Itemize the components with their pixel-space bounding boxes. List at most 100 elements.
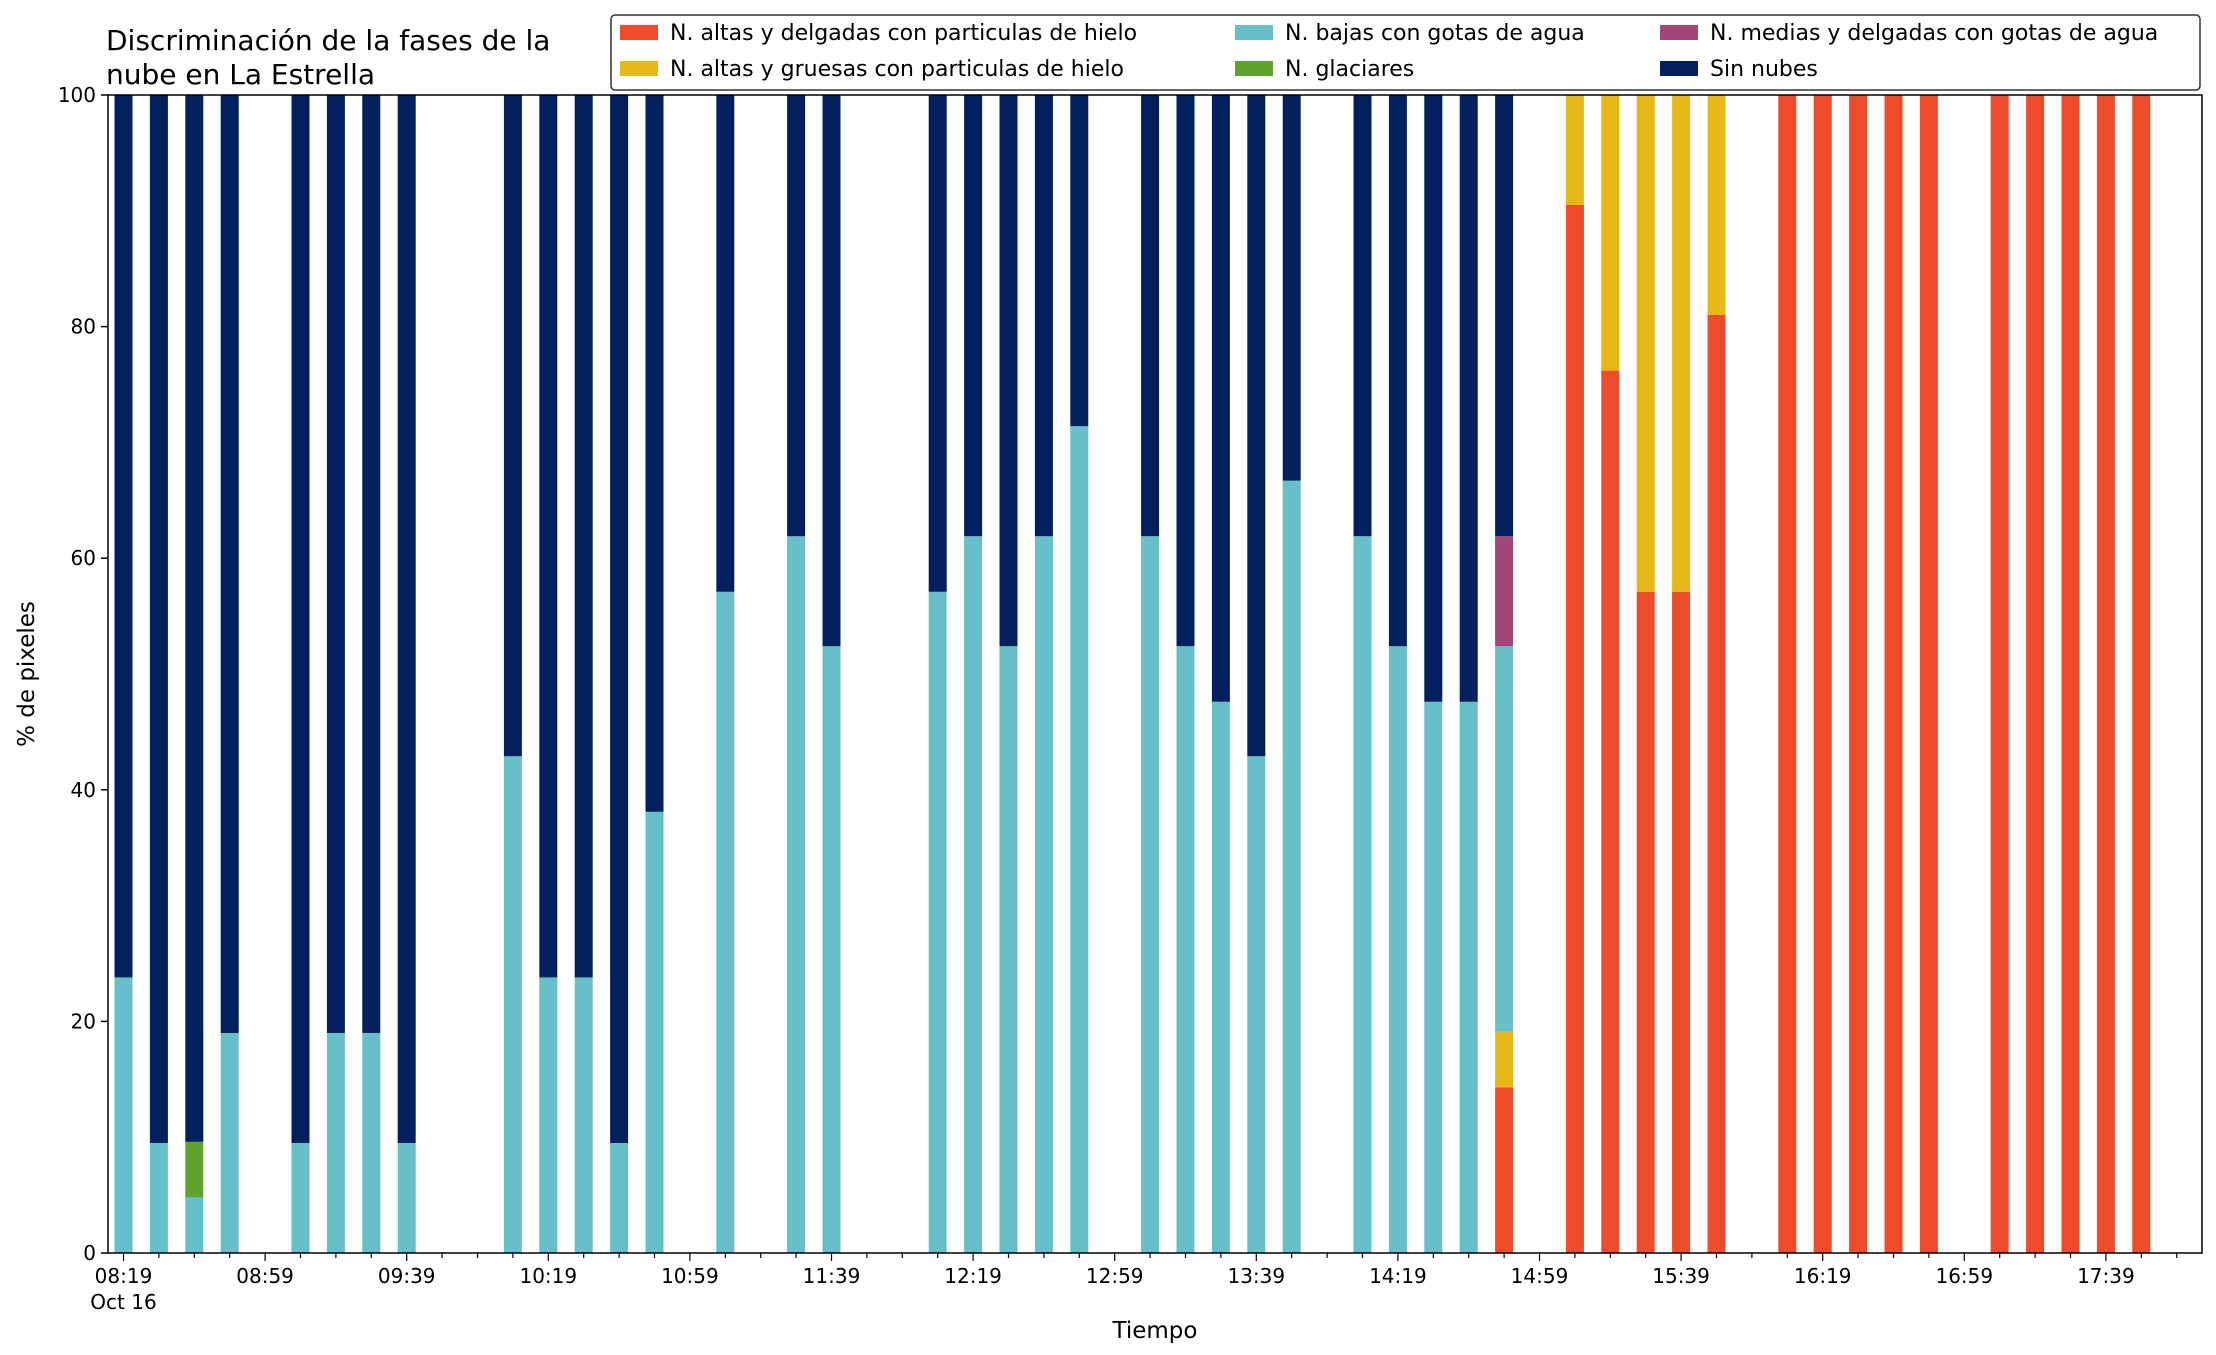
bar-21-segment-5 — [1141, 95, 1160, 537]
bar-7-segment-2 — [397, 1142, 416, 1253]
bar-4-segment-5 — [291, 95, 310, 1143]
bar-23-segment-2 — [1211, 701, 1230, 1253]
bar-7-segment-5 — [397, 95, 416, 1143]
y-axis-label: % de pixeles — [14, 601, 40, 747]
bar-18-segment-2 — [999, 646, 1018, 1253]
bar-28-segment-5 — [1424, 95, 1443, 702]
bar-32-segment-0 — [1601, 370, 1620, 1254]
bar-16-segment-2 — [928, 591, 947, 1253]
bar-34-segment-0 — [1672, 591, 1691, 1253]
bar-44-segment-0 — [2096, 95, 2115, 1253]
chart-title-line-2: nube en La Estrella — [106, 58, 375, 91]
legend-label-2: N. bajas con gotas de agua — [1285, 21, 1585, 46]
bar-17-segment-2 — [964, 536, 983, 1253]
bar-2-segment-5 — [185, 95, 204, 1142]
x-tick-label-9: 14:19 — [1369, 1264, 1427, 1288]
bar-18-segment-5 — [999, 95, 1018, 647]
bar-14-segment-5 — [787, 95, 806, 537]
legend: N. altas y delgadas con particulas de hi… — [610, 14, 2201, 91]
bar-9-segment-5 — [539, 95, 558, 978]
bar-22-segment-2 — [1176, 646, 1195, 1253]
legend-box — [610, 14, 2201, 91]
bar-19-segment-5 — [1034, 95, 1053, 537]
bar-33-segment-1 — [1636, 95, 1655, 592]
bar-30-segment-2 — [1495, 646, 1514, 1032]
bar-23-segment-5 — [1211, 95, 1230, 702]
x-tick-label-12: 16:19 — [1794, 1264, 1852, 1288]
y-axis: 0 20 40 60 80 100 — [58, 83, 108, 1265]
bar-12-segment-2 — [645, 811, 664, 1253]
bar-2-segment-3 — [185, 1141, 204, 1198]
bar-31-segment-0 — [1565, 205, 1584, 1253]
y-tick-label-5: 100 — [58, 83, 96, 107]
bar-8-segment-5 — [503, 95, 522, 757]
bar-32-segment-1 — [1601, 95, 1620, 371]
chart-title-line-1: Discriminación de la fases de la — [106, 24, 550, 57]
y-tick-label-1: 20 — [71, 1009, 96, 1033]
bar-26-segment-2 — [1353, 536, 1372, 1253]
bar-30-segment-5 — [1495, 95, 1514, 537]
bar-5-segment-5 — [326, 95, 345, 1033]
bar-11-segment-5 — [610, 95, 629, 1143]
x-tick-label-5: 11:39 — [803, 1264, 861, 1288]
x-tick-label-1: 08:59 — [236, 1264, 294, 1288]
bars-group — [114, 95, 2151, 1254]
bar-40-segment-0 — [1919, 95, 1938, 1253]
bar-1-segment-2 — [149, 1142, 168, 1253]
bar-10-segment-5 — [574, 95, 593, 978]
bar-8-segment-2 — [503, 756, 522, 1253]
plot-frame — [107, 94, 2203, 1254]
legend-label-0: N. altas y delgadas con particulas de hi… — [670, 21, 1137, 46]
legend-swatch-5 — [1660, 61, 1698, 76]
bar-30-segment-1 — [1495, 1031, 1514, 1088]
legend-swatch-3 — [1235, 61, 1273, 76]
bar-22-segment-5 — [1176, 95, 1195, 647]
bar-24-segment-5 — [1247, 95, 1266, 757]
bar-15-segment-5 — [822, 95, 841, 647]
bar-30-segment-0 — [1495, 1087, 1514, 1253]
bar-26-segment-5 — [1353, 95, 1372, 537]
x-tick-label-8: 13:39 — [1227, 1264, 1285, 1288]
bar-0-segment-2 — [114, 977, 133, 1253]
bar-11-segment-2 — [610, 1142, 629, 1253]
bar-35-segment-0 — [1707, 315, 1726, 1253]
bar-24-segment-2 — [1247, 756, 1266, 1253]
x-tick-sublabel-0: Oct 16 — [90, 1290, 156, 1314]
x-tick-label-14: 17:39 — [2077, 1264, 2135, 1288]
y-tick-label-0: 0 — [83, 1241, 96, 1265]
bar-37-segment-0 — [1813, 95, 1832, 1253]
bar-3-segment-5 — [220, 95, 239, 1033]
legend-swatch-2 — [1235, 25, 1273, 40]
bar-27-segment-2 — [1388, 646, 1407, 1253]
bar-28-segment-2 — [1424, 701, 1443, 1253]
bar-3-segment-2 — [220, 1032, 239, 1253]
x-tick-label-10: 14:59 — [1511, 1264, 1569, 1288]
x-tick-label-2: 09:39 — [378, 1264, 436, 1288]
bar-14-segment-2 — [787, 536, 806, 1253]
bar-5-segment-2 — [326, 1032, 345, 1253]
bar-20-segment-5 — [1070, 95, 1089, 427]
y-tick-label-4: 80 — [71, 315, 96, 339]
x-axis-label: Tiempo — [1112, 1318, 1198, 1344]
bar-4-segment-2 — [291, 1142, 310, 1253]
y-tick-label-3: 60 — [71, 546, 96, 570]
bar-29-segment-2 — [1459, 701, 1478, 1253]
bar-33-segment-0 — [1636, 591, 1655, 1253]
x-tick-label-11: 15:39 — [1652, 1264, 1710, 1288]
bar-19-segment-2 — [1034, 536, 1053, 1253]
x-tick-label-7: 12:59 — [1086, 1264, 1144, 1288]
x-tick-label-6: 12:19 — [944, 1264, 1002, 1288]
bar-10-segment-2 — [574, 977, 593, 1253]
bar-2-segment-2 — [185, 1197, 204, 1253]
bar-9-segment-2 — [539, 977, 558, 1253]
bar-42-segment-0 — [2026, 95, 2045, 1253]
bar-15-segment-2 — [822, 646, 841, 1253]
bar-36-segment-0 — [1778, 95, 1797, 1253]
bar-31-segment-1 — [1565, 95, 1584, 206]
bar-39-segment-0 — [1884, 95, 1903, 1253]
bar-20-segment-2 — [1070, 426, 1089, 1253]
x-tick-label-3: 10:19 — [519, 1264, 577, 1288]
bar-13-segment-5 — [716, 95, 735, 592]
